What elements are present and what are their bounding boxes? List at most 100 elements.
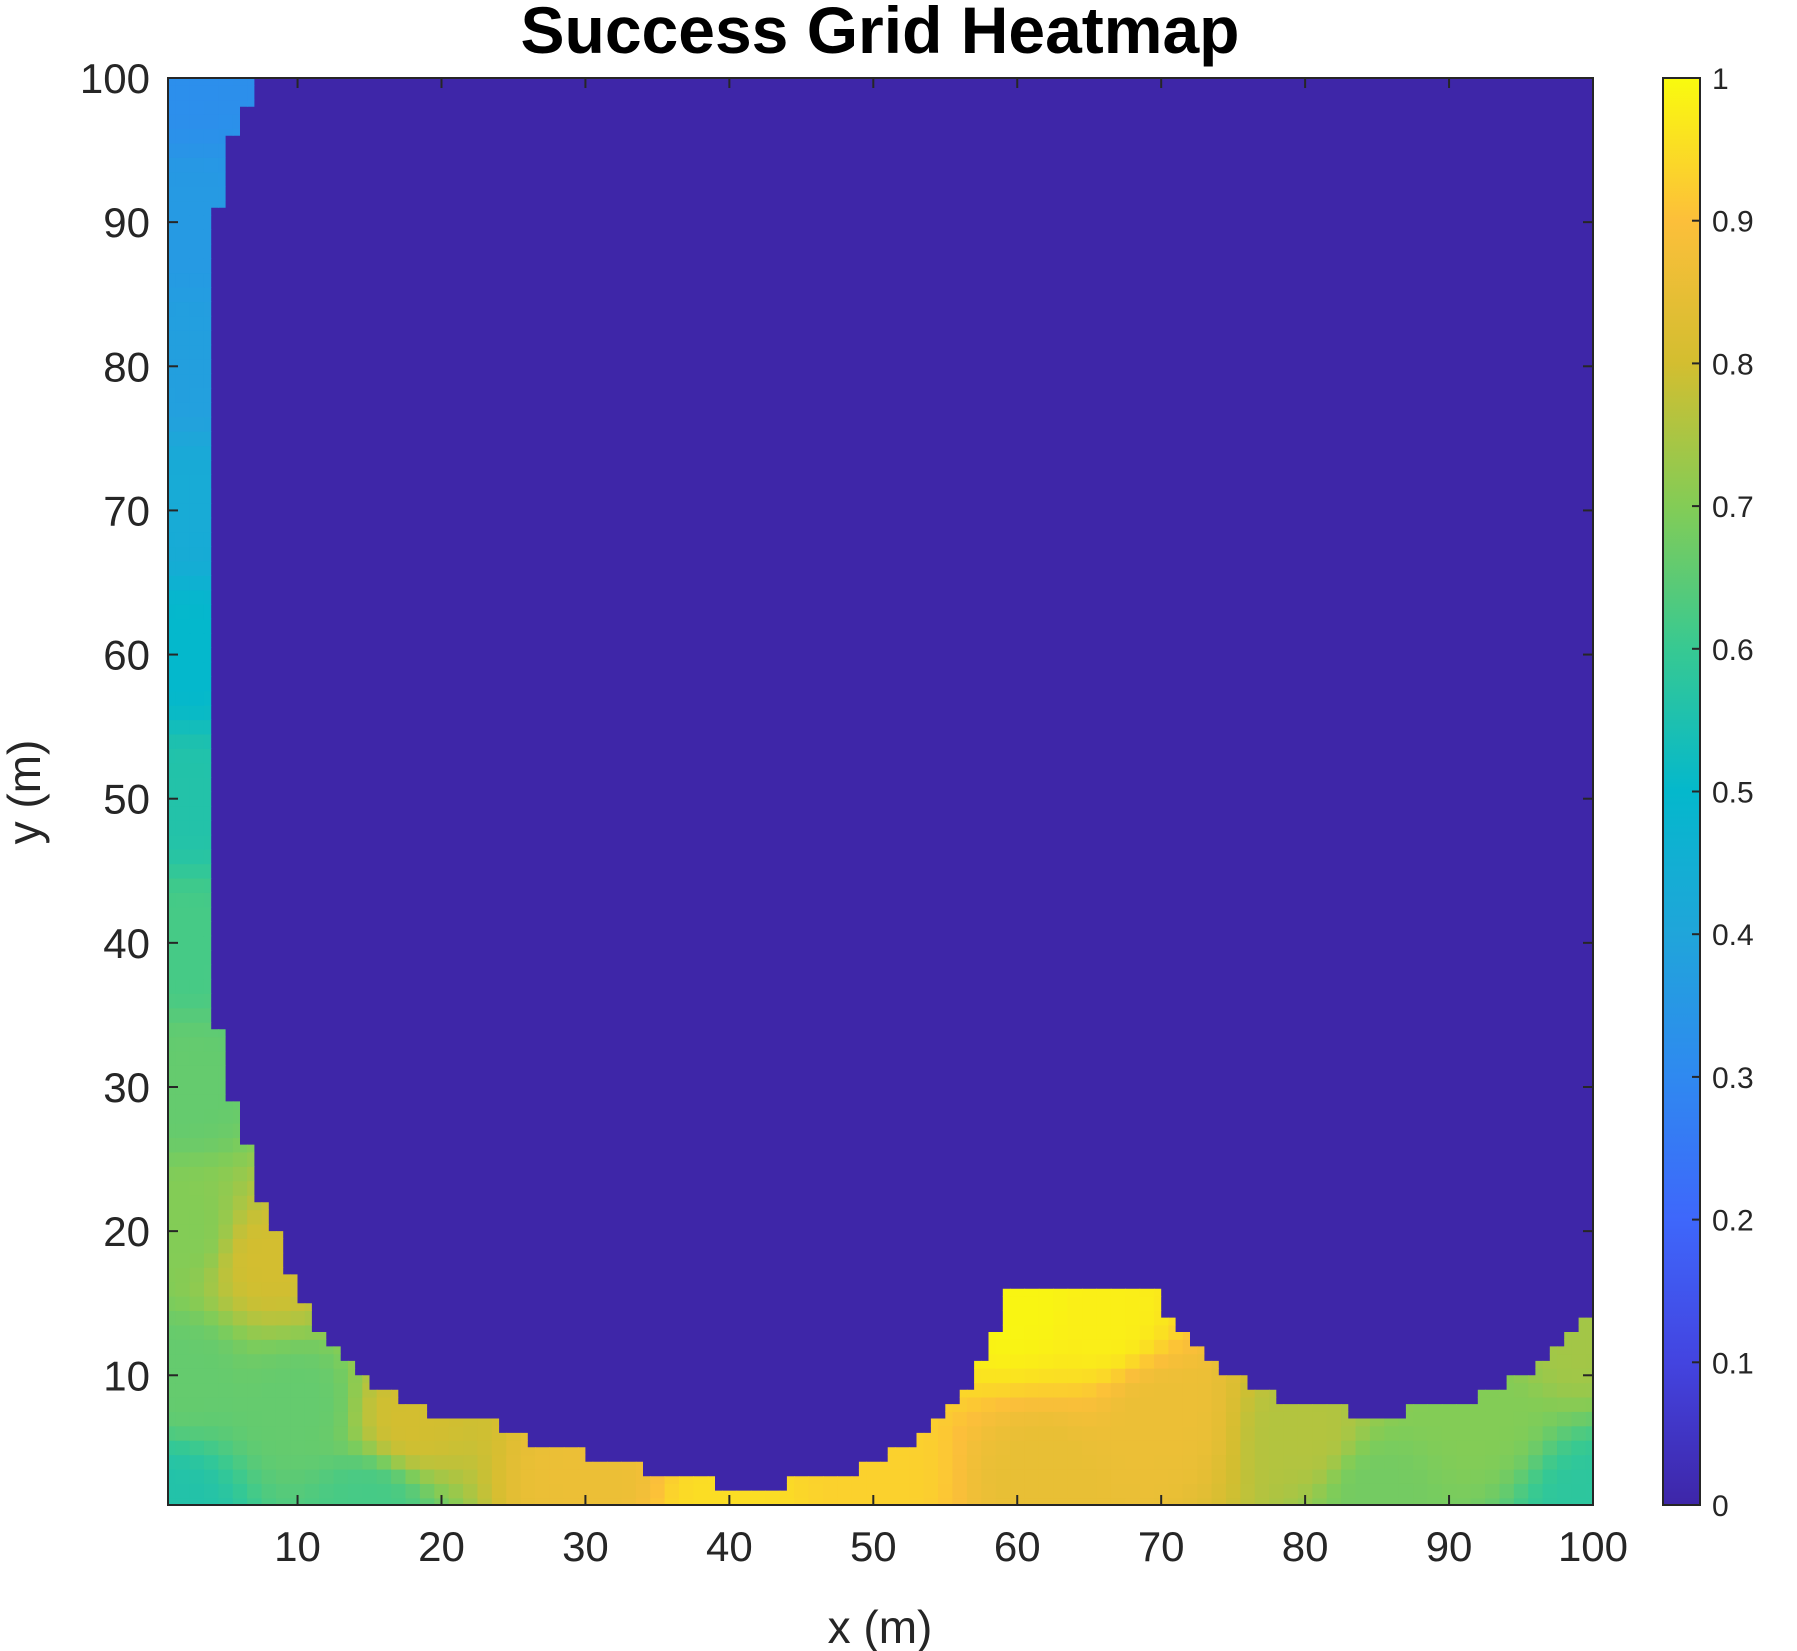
heatmap-cell (419, 1497, 435, 1505)
heatmap-cell (1038, 1411, 1054, 1427)
heatmap-cell (1125, 1310, 1141, 1326)
heatmap-cell (966, 1454, 982, 1470)
heatmap-cell (966, 1411, 982, 1427)
heatmap-cell (894, 1454, 910, 1470)
heatmap-cell (203, 1425, 219, 1441)
heatmap-cell (1125, 1295, 1141, 1311)
heatmap-cell (319, 1440, 335, 1456)
heatmap-cell (175, 1123, 191, 1139)
heatmap-cell (995, 1396, 1011, 1412)
heatmap-cell (1542, 1396, 1558, 1412)
heatmap-cell (247, 1468, 263, 1484)
heatmap-cell (232, 85, 248, 101)
heatmap-cell (347, 1468, 363, 1484)
heatmap-cell (168, 272, 176, 288)
heatmap-cell (1254, 1411, 1270, 1427)
heatmap-cell (1542, 1497, 1558, 1505)
heatmap-cell (1499, 1483, 1515, 1499)
heatmap-cell (218, 1310, 234, 1326)
heatmap-cell (247, 1454, 263, 1470)
heatmap-cell (189, 777, 205, 793)
heatmap-cell (1053, 1497, 1069, 1505)
heatmap-cell (189, 1339, 205, 1355)
heatmap-cell (175, 474, 191, 490)
heatmap-cell (203, 85, 219, 101)
heatmap-cell (477, 1468, 493, 1484)
heatmap-cell (1053, 1468, 1069, 1484)
heatmap-cell (1110, 1425, 1126, 1441)
heatmap-cell (1168, 1483, 1184, 1499)
heatmap-cell (218, 1324, 234, 1340)
heatmap-cell (866, 1468, 882, 1484)
heatmap-cell (1528, 1454, 1544, 1470)
heatmap-cell (347, 1483, 363, 1499)
heatmap-cell (1110, 1382, 1126, 1398)
heatmap-cell (168, 589, 176, 605)
heatmap-cell (491, 1468, 507, 1484)
heatmap-cell (168, 1065, 176, 1081)
heatmap-cell (463, 1483, 479, 1499)
heatmap-cell (232, 78, 248, 86)
heatmap-cell (1010, 1368, 1026, 1384)
heatmap-cell (966, 1497, 982, 1505)
heatmap-cell (189, 676, 205, 692)
heatmap-cell (1197, 1425, 1213, 1441)
heatmap-cell (175, 287, 191, 303)
heatmap-cell (1369, 1425, 1385, 1441)
heatmap-cell (232, 1425, 248, 1441)
heatmap-cell (261, 1454, 277, 1470)
heatmap-cell (1067, 1396, 1083, 1412)
heatmap-cell (650, 1483, 666, 1499)
heatmap-cell (1398, 1454, 1414, 1470)
heatmap-cell (189, 978, 205, 994)
heatmap-cell (981, 1454, 997, 1470)
heatmap-cell (1010, 1324, 1026, 1340)
heatmap-cell (275, 1339, 291, 1355)
heatmap-cell (952, 1468, 968, 1484)
heatmap-cell (232, 1223, 248, 1239)
heatmap-cell (391, 1497, 407, 1505)
heatmap-cell (175, 1396, 191, 1412)
heatmap-cell (1067, 1324, 1083, 1340)
heatmap-cell (247, 1368, 263, 1384)
heatmap-cell (1082, 1339, 1098, 1355)
heatmap-cell (203, 142, 219, 158)
heatmap-cell (1082, 1425, 1098, 1441)
heatmap-cell (995, 1454, 1011, 1470)
heatmap-cell (189, 171, 205, 187)
heatmap-cell (203, 1238, 219, 1254)
plot-area: 10 20 30 40 50 60 70 80 90 100 10 20 30 40 50 60 70 80 90… (80, 55, 1628, 1570)
heatmap-cell (1082, 1454, 1098, 1470)
heatmap-cell (175, 344, 191, 360)
y-tick-label: 50 (103, 776, 150, 823)
heatmap-cell (448, 1425, 464, 1441)
heatmap-cell (448, 1454, 464, 1470)
heatmap-cell (168, 762, 176, 778)
heatmap-cell (203, 1497, 219, 1505)
heatmap-cell (1326, 1468, 1342, 1484)
heatmap-cell (1096, 1382, 1112, 1398)
heatmap-cell (1269, 1425, 1285, 1441)
heatmap-cell (1096, 1396, 1112, 1412)
colorbar-tick-label: 0.9 (1712, 206, 1754, 239)
heatmap-cell (1182, 1468, 1198, 1484)
heatmap-cell (1024, 1425, 1040, 1441)
heatmap-cell (1499, 1440, 1515, 1456)
heatmap-cell (1470, 1497, 1486, 1505)
heatmap-cell (168, 186, 176, 202)
heatmap-cell (175, 445, 191, 461)
heatmap-cell (1125, 1425, 1141, 1441)
heatmap-cell (1384, 1425, 1400, 1441)
heatmap-cell (319, 1368, 335, 1384)
heatmap-cell (1182, 1368, 1198, 1384)
heatmap-cell (607, 1497, 623, 1505)
heatmap-cell (563, 1483, 579, 1499)
heatmap-cell (1557, 1368, 1573, 1384)
heatmap-cell (189, 503, 205, 519)
heatmap-cell (333, 1411, 349, 1427)
heatmap-cell (592, 1497, 608, 1505)
heatmap-cell (1269, 1497, 1285, 1505)
heatmap-cell (175, 748, 191, 764)
heatmap-cell (837, 1483, 853, 1499)
heatmap-cell (175, 330, 191, 346)
